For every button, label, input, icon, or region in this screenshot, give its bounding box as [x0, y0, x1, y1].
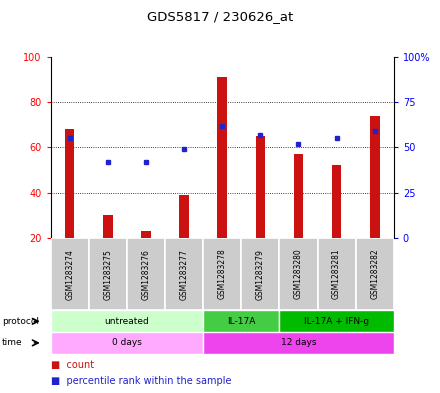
- Bar: [256, 136, 265, 238]
- Bar: [241, 238, 279, 310]
- Bar: [318, 238, 356, 310]
- Text: GSM1283279: GSM1283279: [256, 249, 265, 299]
- Text: GSM1283282: GSM1283282: [370, 249, 379, 299]
- Text: GSM1283274: GSM1283274: [65, 249, 74, 299]
- Bar: [180, 195, 189, 238]
- Bar: [65, 129, 74, 238]
- Bar: [332, 165, 341, 238]
- Text: protocol: protocol: [2, 317, 39, 326]
- Bar: [279, 310, 394, 332]
- Bar: [165, 238, 203, 310]
- Bar: [103, 215, 113, 238]
- Text: IL-17A + IFN-g: IL-17A + IFN-g: [304, 317, 369, 326]
- Text: ■  count: ■ count: [51, 360, 94, 371]
- Bar: [89, 238, 127, 310]
- Text: GSM1283280: GSM1283280: [294, 249, 303, 299]
- Text: GSM1283278: GSM1283278: [218, 249, 227, 299]
- Bar: [356, 238, 394, 310]
- Text: 0 days: 0 days: [112, 338, 142, 347]
- Bar: [51, 332, 203, 354]
- Bar: [370, 116, 379, 238]
- Bar: [203, 238, 241, 310]
- Bar: [279, 238, 318, 310]
- Bar: [203, 332, 394, 354]
- Text: GSM1283276: GSM1283276: [141, 249, 150, 299]
- Text: ■  percentile rank within the sample: ■ percentile rank within the sample: [51, 376, 231, 386]
- Text: GSM1283281: GSM1283281: [332, 249, 341, 299]
- Bar: [203, 310, 279, 332]
- Bar: [294, 154, 303, 238]
- Bar: [217, 77, 227, 238]
- Text: GDS5817 / 230626_at: GDS5817 / 230626_at: [147, 10, 293, 23]
- Bar: [127, 238, 165, 310]
- Text: GSM1283277: GSM1283277: [180, 249, 189, 299]
- Text: GSM1283275: GSM1283275: [103, 249, 112, 299]
- Text: IL-17A: IL-17A: [227, 317, 256, 326]
- Bar: [51, 310, 203, 332]
- Text: time: time: [2, 338, 23, 347]
- Bar: [141, 231, 150, 238]
- Text: untreated: untreated: [104, 317, 149, 326]
- Bar: [51, 238, 89, 310]
- Text: 12 days: 12 days: [281, 338, 316, 347]
